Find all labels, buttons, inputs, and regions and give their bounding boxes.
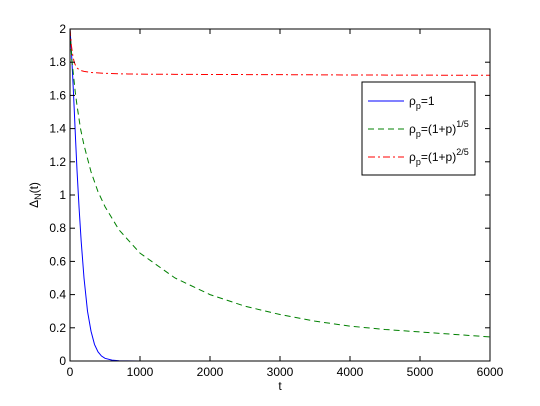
x-tick-label: 4000 [337, 365, 364, 379]
ticks-layer: 0 1000 2000 3000 4000 5000 6000 0 0.2 0.4 0.6 0.8 1 1… [49, 22, 503, 379]
x-tick-label: 5000 [407, 365, 434, 379]
legend-label-1: ρp=1 [409, 94, 435, 111]
x-tick-label: 0 [67, 365, 74, 379]
y-tick-label: 0.6 [49, 254, 66, 268]
legend-label-2: ρp=(1+p)1/5 [409, 119, 469, 139]
y-axis-label-subscript: N [33, 193, 43, 200]
x-tick-label: 2000 [197, 365, 224, 379]
y-tick-label: 1.8 [49, 55, 66, 69]
y-tick-label: 0.2 [49, 321, 66, 335]
y-tick-label: 1 [59, 188, 66, 202]
y-tick-label: 0 [59, 354, 66, 368]
series-line-2 [69, 28, 491, 338]
series-line-3 [69, 28, 491, 76]
series-line-1 [69, 28, 490, 362]
y-axis-label: ΔN(t) [27, 182, 43, 208]
y-tick-label: 2 [59, 22, 66, 36]
x-tick-label: 6000 [477, 365, 504, 379]
y-tick-label: 0.8 [49, 221, 66, 235]
y-tick-label: 1.4 [49, 122, 66, 136]
legend: ρp=1 ρp=(1+p)1/5 ρp=(1+p)2/5 [361, 81, 476, 176]
series-layer [69, 28, 491, 362]
y-axis-label-base: Δ [27, 200, 41, 208]
x-tick-label: 1000 [127, 365, 154, 379]
x-tick-label: 3000 [267, 365, 294, 379]
y-tick-label: 1.6 [49, 88, 66, 102]
axes-box [69, 28, 491, 362]
y-axis-label-tail: (t) [27, 182, 41, 193]
y-tick-label: 0.4 [49, 288, 66, 302]
legend-label-3: ρp=(1+p)2/5 [409, 147, 469, 167]
y-tick-label: 1.2 [49, 155, 66, 169]
x-axis-label: t [278, 379, 282, 393]
